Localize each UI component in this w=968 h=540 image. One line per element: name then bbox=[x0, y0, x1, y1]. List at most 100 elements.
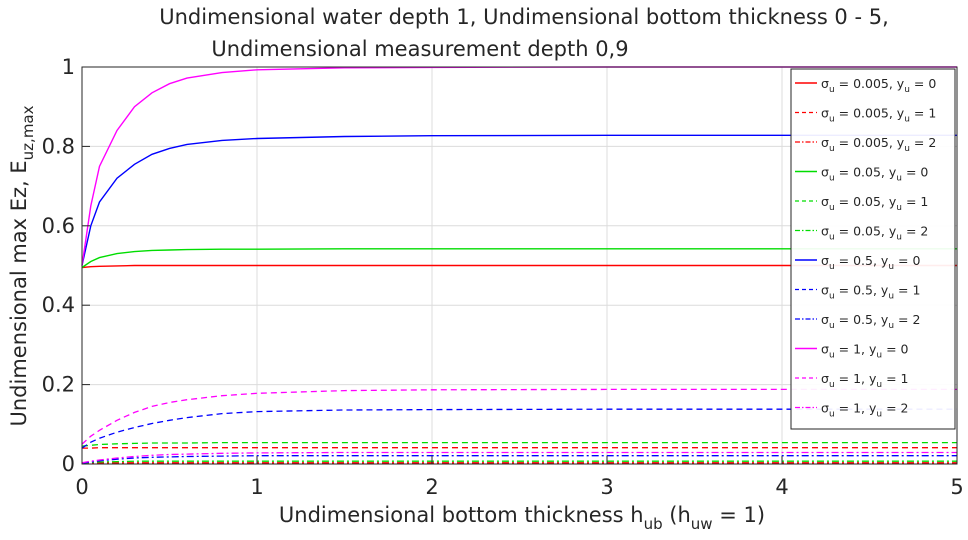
y-axis-label-main: Undimensional max Ez, E bbox=[7, 160, 31, 426]
x-tick-label-0: 0 bbox=[75, 475, 88, 499]
x-axis-label: Undimensional bottom thickness hub (huw … bbox=[279, 503, 765, 533]
legend-label-8-part-3: u bbox=[888, 321, 894, 331]
series-line-0 bbox=[81, 264, 957, 269]
legend-label-0: σu = 0.005, yu = 0 bbox=[821, 76, 936, 95]
legend-label-1: σu = 0.005, yu = 1 bbox=[821, 106, 936, 125]
x-tick-label-4: 4 bbox=[775, 475, 788, 499]
legend-label-1-part-0: σ bbox=[821, 106, 829, 121]
series-line-5 bbox=[81, 460, 957, 464]
legend-label-5-part-0: σ bbox=[821, 224, 829, 239]
legend-label-7-part-0: σ bbox=[821, 283, 829, 298]
legend-label-8: σu = 0.5, yu = 2 bbox=[821, 312, 920, 331]
legend-label-6-part-3: u bbox=[888, 262, 894, 272]
series-line-11 bbox=[81, 451, 957, 464]
axes-box bbox=[81, 66, 958, 465]
y-tick-label-0: 0 bbox=[62, 452, 75, 476]
legend-label-5-part-2: = 0.05, y bbox=[835, 224, 897, 239]
legend-label-9-part-3: u bbox=[876, 351, 882, 361]
legend-label-11: σu = 1, yu = 2 bbox=[821, 401, 908, 420]
chart-title: Undimensional water depth 1, Undimension… bbox=[159, 5, 889, 61]
legend-label-2-part-2: = 0.005, y bbox=[835, 135, 905, 150]
series-line-3 bbox=[81, 248, 957, 269]
x-axis-label-paren: (h bbox=[663, 503, 691, 527]
legend-label-10-part-1: u bbox=[829, 380, 835, 390]
legend-label-6-part-0: σ bbox=[821, 253, 829, 268]
series-line-10 bbox=[81, 388, 957, 445]
legend-label-6-part-1: u bbox=[829, 262, 835, 272]
x-tick-label-5: 5 bbox=[950, 475, 963, 499]
legend-label-3-part-2: = 0.05, y bbox=[835, 165, 897, 180]
y-axis-label-sub: uz,max bbox=[19, 105, 37, 160]
legend-label-1-part-2: = 0.005, y bbox=[835, 106, 905, 121]
legend-label-8-part-2: = 0.5, y bbox=[835, 312, 889, 327]
y-tick-label-3: 0.6 bbox=[42, 214, 75, 238]
legend-label-7-part-1: u bbox=[829, 292, 835, 302]
y-tick-label-4: 0.8 bbox=[42, 134, 75, 158]
y-tick-label-5: 1 bbox=[62, 55, 75, 79]
legend-label-8-part-4: = 2 bbox=[894, 312, 920, 327]
x-tick-label-3: 3 bbox=[600, 475, 613, 499]
x-axis-label-main: Undimensional bottom thickness h bbox=[279, 503, 644, 527]
legend-label-9-part-0: σ bbox=[821, 342, 829, 357]
legend-label-0-part-2: = 0.005, y bbox=[835, 76, 905, 91]
legend-label-4-part-4: = 1 bbox=[902, 194, 928, 209]
x-axis-label-sub: ub bbox=[644, 515, 663, 533]
x-axis-label-paren-sub: uw bbox=[691, 515, 713, 533]
legend: σu = 0.005, yu = 0σu = 0.005, yu = 1σu =… bbox=[790, 68, 956, 430]
legend-label-2-part-0: σ bbox=[821, 135, 829, 150]
legend-label-0-part-0: σ bbox=[821, 76, 829, 91]
legend-label-5-part-4: = 2 bbox=[902, 224, 928, 239]
legend-label-11-part-1: u bbox=[829, 410, 835, 420]
legend-label-3-part-0: σ bbox=[821, 165, 829, 180]
x-tick-label-2: 2 bbox=[425, 475, 438, 499]
plot-lines bbox=[81, 66, 957, 464]
legend-label-10-part-0: σ bbox=[821, 371, 829, 386]
legend-label-1-part-3: u bbox=[904, 115, 910, 125]
legend-label-8-part-0: σ bbox=[821, 312, 829, 327]
legend-label-11-part-2: = 1, y bbox=[835, 401, 877, 416]
legend-label-6-part-4: = 0 bbox=[894, 253, 920, 268]
legend-label-8-part-1: u bbox=[829, 321, 835, 331]
y-axis-label: Undimensional max Ez, Euz,max bbox=[7, 105, 37, 426]
legend-label-10-part-2: = 1, y bbox=[835, 371, 877, 386]
legend-label-7-part-4: = 1 bbox=[894, 283, 920, 298]
legend-label-7-part-2: = 0.5, y bbox=[835, 283, 889, 298]
legend-label-0-part-1: u bbox=[829, 85, 835, 95]
legend-label-11-part-0: σ bbox=[821, 401, 829, 416]
legend-label-0-part-4: = 0 bbox=[910, 76, 936, 91]
legend-label-9-part-2: = 1, y bbox=[835, 342, 877, 357]
legend-label-10-part-4: = 1 bbox=[882, 371, 908, 386]
legend-label-5: σu = 0.05, yu = 2 bbox=[821, 224, 928, 243]
series-line-4 bbox=[81, 441, 957, 447]
legend-label-10: σu = 1, yu = 1 bbox=[821, 371, 908, 390]
legend-label-2-part-1: u bbox=[829, 144, 835, 154]
axis-ticks: 0 1 2 3 4 5 0 0.2 0.4 0.6 0.8 1 bbox=[42, 55, 964, 499]
x-axis-label-paren-close: = 1) bbox=[713, 503, 766, 527]
legend-label-4: σu = 0.05, yu = 1 bbox=[821, 194, 928, 213]
chart-title-line-2: Undimensional measurement depth 0,9 bbox=[211, 37, 628, 61]
legend-label-1-part-1: u bbox=[829, 115, 835, 125]
legend-label-2-part-4: = 2 bbox=[910, 135, 936, 150]
legend-label-3-part-3: u bbox=[896, 174, 902, 184]
legend-label-6: σu = 0.5, yu = 0 bbox=[821, 253, 920, 272]
legend-label-7: σu = 0.5, yu = 1 bbox=[821, 283, 920, 302]
series-line-6 bbox=[81, 134, 957, 266]
legend-label-6-part-2: = 0.5, y bbox=[835, 253, 889, 268]
legend-label-11-part-4: = 2 bbox=[882, 401, 908, 416]
legend-label-5-part-1: u bbox=[829, 233, 835, 243]
y-tick-label-2: 0.4 bbox=[42, 293, 75, 317]
legend-label-0-part-3: u bbox=[904, 85, 910, 95]
series-line-7 bbox=[81, 408, 957, 449]
legend-label-3: σu = 0.05, yu = 0 bbox=[821, 165, 928, 184]
legend-label-1-part-4: = 1 bbox=[910, 106, 936, 121]
legend-label-10-part-3: u bbox=[876, 380, 882, 390]
legend-label-2: σu = 0.005, yu = 2 bbox=[821, 135, 936, 154]
legend-label-4-part-2: = 0.05, y bbox=[835, 194, 897, 209]
legend-box bbox=[790, 68, 956, 430]
legend-label-9-part-1: u bbox=[829, 351, 835, 361]
y-tick-label-1: 0.2 bbox=[42, 373, 75, 397]
x-tick-label-1: 1 bbox=[250, 475, 263, 499]
legend-label-5-part-3: u bbox=[896, 233, 902, 243]
legend-label-4-part-1: u bbox=[829, 203, 835, 213]
legend-label-4-part-3: u bbox=[896, 203, 902, 213]
